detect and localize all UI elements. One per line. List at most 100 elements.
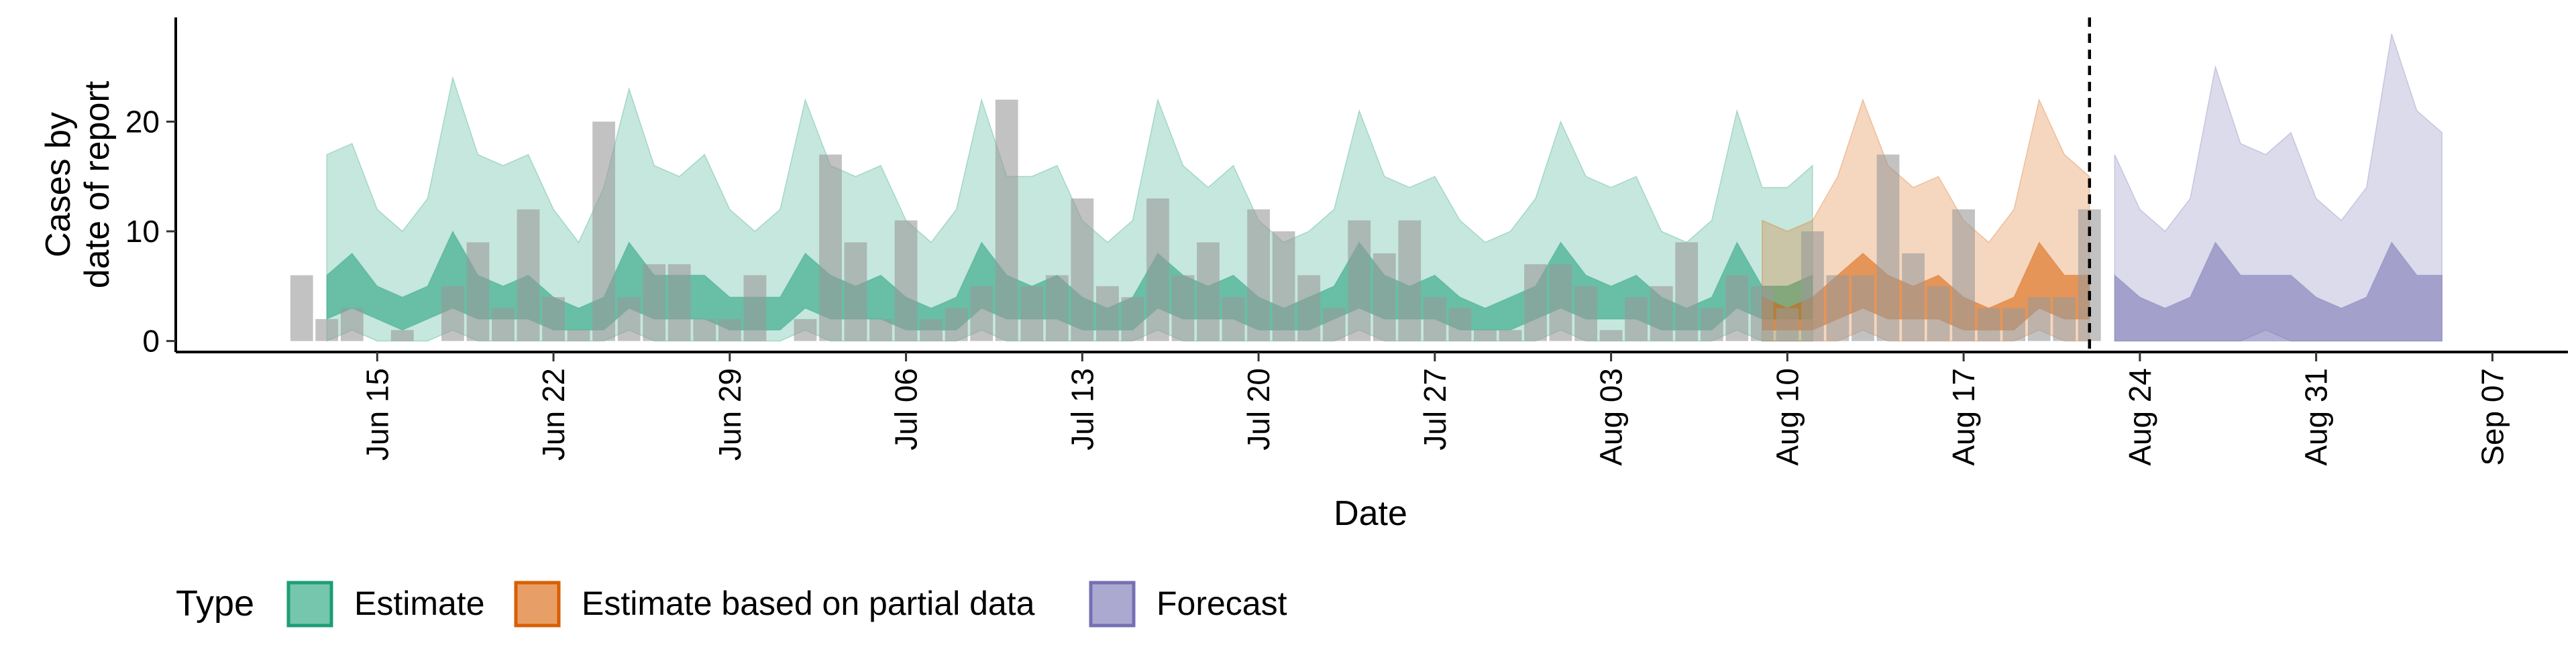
x-tick-label: Jul 27: [1417, 368, 1452, 451]
legend-swatch: [286, 581, 333, 628]
legend-swatch: [514, 581, 561, 628]
bar-layer: [290, 99, 2101, 341]
reported-cases-bar: [1499, 330, 1522, 341]
reported-cases-bar: [1750, 286, 1774, 341]
reported-cases-bar: [819, 154, 842, 341]
reported-cases-bar: [1599, 330, 1623, 341]
forecast-band-50: [2114, 241, 2443, 342]
y-tick-label: 10: [125, 214, 160, 249]
x-axis-ticks: Jun 15 Jun 22 Jun 29 Jul 06 Jul 13 Jul 20 Jul …: [360, 352, 2510, 466]
x-tick-label: Aug 24: [2123, 368, 2157, 466]
reported-cases-bar: [1247, 209, 1270, 341]
legend-title: Type: [176, 583, 254, 624]
reported-cases-bar: [1524, 264, 1547, 341]
reported-cases-bar: [794, 318, 817, 341]
reported-cases-bar: [1876, 154, 1900, 341]
reported-cases-bar: [617, 297, 641, 341]
reported-cases-bar: [1020, 286, 1044, 341]
reported-cases-bar: [1272, 231, 1295, 341]
reported-cases-bar: [1902, 253, 1925, 341]
reported-cases-bar: [542, 297, 565, 341]
reported-cases-bar: [643, 264, 666, 341]
legend-label: Estimate: [354, 585, 485, 622]
x-tick-label: Jun 29: [712, 368, 747, 461]
legend-label: Forecast: [1157, 585, 1287, 622]
reported-cases-bar: [340, 308, 364, 341]
y-axis-title-line: date of report: [78, 80, 117, 288]
reported-cases-bar: [1121, 297, 1144, 341]
reported-cases-bar: [693, 318, 716, 341]
reported-cases-bar: [492, 308, 515, 341]
x-tick-label: Jul 06: [889, 368, 924, 451]
reported-cases-bar: [2053, 297, 2076, 341]
reported-cases-bar: [1146, 198, 1169, 341]
x-axis-title: Date: [1334, 494, 1407, 533]
x-tick-label: Aug 17: [1946, 368, 1981, 466]
reported-cases-bar: [517, 209, 540, 341]
y-axis-ticks: 0 10 20: [125, 104, 176, 359]
reported-cases-bar: [970, 286, 994, 341]
reported-cases-bar: [1625, 297, 1648, 341]
legend-swatch: [1089, 581, 1136, 628]
y-tick-label: 20: [125, 104, 160, 139]
reported-cases-bar: [1801, 231, 1824, 341]
reported-cases-bar: [1952, 209, 1975, 341]
x-tick-label: Jul 20: [1241, 368, 1276, 451]
reported-cases-bar: [1650, 286, 1673, 341]
reported-cases-bar: [1096, 286, 1119, 341]
reported-cases-bar: [1675, 242, 1699, 341]
reported-cases-bar: [1045, 275, 1069, 341]
x-tick-label: Sep 07: [2475, 368, 2510, 466]
reported-cases-bar: [743, 275, 767, 341]
reported-cases-bar: [2002, 308, 2026, 341]
reported-cases-bar: [1297, 275, 1321, 341]
reported-cases-bar: [844, 242, 867, 341]
legend-label: Estimate based on partial data: [582, 585, 1035, 622]
reported-cases-bar: [1826, 275, 1849, 341]
x-tick-label: Aug 31: [2299, 368, 2334, 466]
reported-cases-bar: [1448, 308, 1472, 341]
reported-cases-bar: [995, 99, 1018, 341]
reported-cases-bar: [1574, 286, 1597, 341]
reported-cases-bar: [1700, 308, 1723, 341]
reported-cases-bar: [1474, 330, 1497, 341]
reported-cases-bar: [1171, 275, 1195, 341]
reported-cases-bar: [1424, 297, 1446, 341]
reported-cases-bar: [1725, 275, 1749, 341]
reported-cases-bar: [718, 318, 741, 341]
reported-cases-bar: [1776, 308, 1799, 341]
reported-cases-bar: [869, 318, 892, 341]
reported-cases-bar: [1398, 220, 1421, 341]
reported-cases-bar: [1348, 220, 1371, 341]
reported-cases-bar: [466, 242, 490, 341]
x-tick-label: Jun 22: [536, 368, 571, 461]
reported-cases-bar: [1322, 308, 1346, 341]
x-tick-label: Aug 03: [1594, 368, 1629, 466]
y-tick-label: 0: [142, 324, 160, 359]
reported-cases-bar: [1927, 286, 1950, 341]
reported-cases-bar: [592, 121, 615, 341]
legend: Type Estimate Estimate based on partial d…: [176, 581, 1287, 628]
reported-cases-bar: [2027, 297, 2051, 341]
reported-cases-bar: [1197, 242, 1220, 341]
reported-cases-bar: [1373, 253, 1396, 341]
reported-cases-bar: [945, 308, 968, 341]
reported-cases-bar: [290, 275, 313, 341]
reported-cases-bar: [1977, 308, 2000, 341]
reported-cases-bar: [1222, 297, 1245, 341]
axes: [174, 17, 2568, 353]
reported-cases-bar: [894, 220, 918, 341]
reported-cases-bar: [441, 286, 464, 341]
y-axis-title-line: Cases by: [39, 112, 78, 257]
reported-cases-bar: [567, 330, 590, 341]
reported-cases-bar: [667, 264, 691, 341]
reported-cases-bar: [1851, 275, 1874, 341]
reported-cases-bar: [390, 330, 414, 341]
reported-cases-bar: [1071, 198, 1094, 341]
reported-cases-bar: [1549, 264, 1572, 341]
reported-cases-bar: [315, 318, 339, 341]
x-tick-label: Aug 10: [1770, 368, 1805, 466]
x-tick-label: Jun 15: [360, 368, 394, 461]
